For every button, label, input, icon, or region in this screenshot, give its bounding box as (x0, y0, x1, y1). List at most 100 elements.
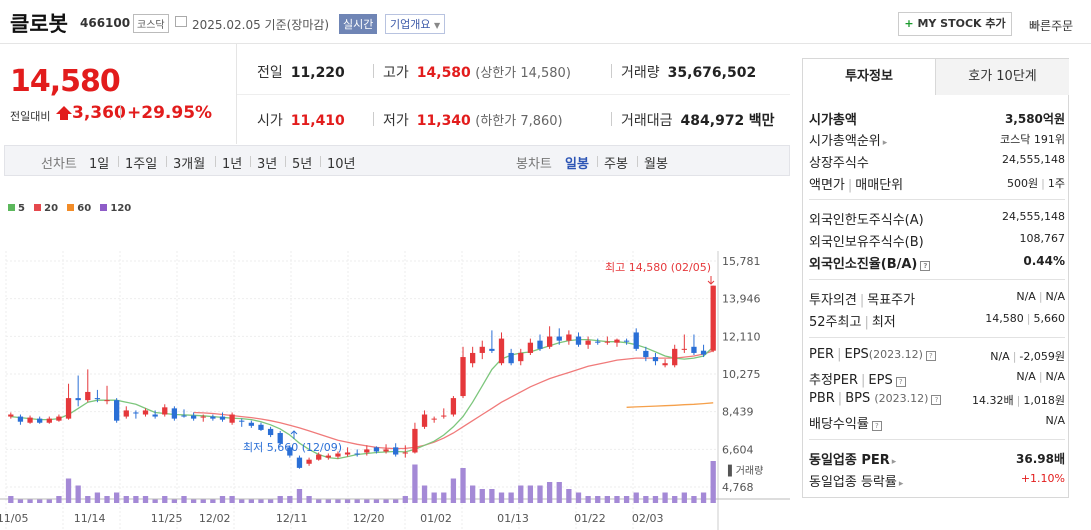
volume-bar (85, 496, 91, 503)
volume-bar (8, 496, 14, 503)
candle (604, 341, 610, 343)
caret-right-icon: ▸ (882, 138, 888, 148)
candle (171, 408, 178, 419)
realtime-button[interactable]: 실시간 (339, 14, 378, 34)
tab-3y[interactable]: 3년 (257, 157, 278, 172)
divider (237, 94, 790, 95)
volume-stat: 거래량 35,676,502 (621, 65, 757, 81)
candle (546, 336, 553, 347)
market-cap-rank-row[interactable]: 시가총액순위 ▸ 코스닥 191위 (809, 133, 1065, 149)
add-my-stock-button[interactable]: + MY STOCK 추가 (898, 12, 1012, 36)
tab-1w[interactable]: 1주일 (125, 157, 158, 172)
legend-ma5: 5 (8, 203, 25, 214)
candle (56, 416, 62, 421)
candle (383, 449, 389, 452)
volume-bar (277, 496, 283, 503)
volume-bar (373, 499, 380, 503)
volume-bar (633, 492, 639, 503)
candle (662, 363, 668, 366)
candle (431, 418, 437, 420)
candle (537, 340, 543, 349)
volume-bar (412, 464, 418, 503)
current-price-box: 14,580 전일대비 3,360 +29.95% (0, 44, 237, 144)
volume-bar (142, 496, 149, 503)
tab-1d[interactable]: 1일 (89, 157, 110, 172)
prev-close-stat: 전일 11,220 (257, 65, 345, 81)
tab-daily[interactable]: 일봉 (565, 157, 589, 172)
candle (114, 400, 120, 421)
price-chart[interactable]: 5 20 60 120 15,781 13,946 12,110 10,275 8,43… (0, 177, 790, 530)
company-overview-dropdown[interactable]: 기업개요 ▼ (385, 14, 446, 34)
volume-bar (219, 496, 226, 503)
chevron-down-icon: ▼ (433, 21, 441, 30)
volume-bar (344, 499, 351, 503)
candle (344, 452, 351, 455)
quote-stats: 전일 11,220 고가 14,580 (상한가 14,580) 거래량 35,676… (237, 44, 790, 144)
tab-invest-info[interactable]: 투자정보 (803, 59, 936, 95)
y-tick-label: 15,781 (722, 255, 761, 268)
legend-ma60: 60 (67, 203, 91, 214)
sector-change-row[interactable]: 동일업종 등락률 ▸ +1.10% (809, 472, 1065, 490)
volume-bar (65, 478, 72, 503)
candle (441, 415, 447, 417)
week52-row: 52주최고 | 최저 14,580 | 5,660 (809, 312, 1065, 330)
candle (450, 398, 457, 415)
chart-legend: 5 20 60 120 (8, 203, 137, 214)
candle (219, 416, 226, 420)
volume-bar (190, 499, 197, 503)
candle (700, 350, 707, 355)
volume-bar (267, 499, 274, 503)
candle (190, 415, 197, 419)
divider (809, 199, 1065, 200)
candle (162, 407, 168, 415)
volume-bar (37, 499, 43, 503)
volume-bar (104, 496, 110, 503)
divider (809, 337, 1065, 338)
x-tick-label: 01/02 (420, 512, 452, 525)
tab-10y[interactable]: 10년 (327, 157, 356, 172)
chart-canvas: 15,781 13,946 12,110 10,275 8,439 6,604 4,768 1… (0, 251, 790, 530)
divider (320, 156, 321, 167)
y-tick-label: 6,604 (722, 443, 754, 456)
volume-bar (94, 492, 101, 503)
tab-orderbook[interactable]: 호가 10단계 (936, 59, 1069, 95)
listed-shares-row: 상장주식수 24,555,148 (809, 153, 1065, 171)
volume-bar (450, 478, 457, 503)
ma20-line (193, 350, 714, 450)
tab-3m[interactable]: 3개월 (173, 157, 206, 172)
tab-5y[interactable]: 5년 (292, 157, 313, 172)
candle (652, 357, 659, 362)
quick-order-link[interactable]: 빠른주문 (1029, 19, 1074, 33)
up-arrow-icon (290, 430, 298, 439)
up-arrow-icon (56, 106, 72, 120)
price-change-percent: +29.95% (127, 103, 213, 123)
invest-info-panel: 투자정보 호가 10단계 시가총액 3,580억원 시가총액순위 ▸ 코스닥 191위… (802, 58, 1069, 498)
stock-header: 클로봇 466100 코스닥 2025.02.05 기준(장마감) 실시간 기업… (0, 0, 1091, 44)
divider (611, 112, 612, 126)
volume-bar (210, 499, 216, 503)
x-tick-label: 02/03 (632, 512, 664, 525)
volume-bar (546, 482, 553, 503)
candle (364, 449, 370, 453)
tab-weekly[interactable]: 주봉 (604, 157, 628, 172)
help-icon: ? (925, 351, 936, 361)
candle (460, 357, 466, 397)
candle (412, 428, 418, 453)
opinion-row: 투자의견 | 목표주가 N/A | N/A (809, 290, 1065, 308)
volume-bar (56, 496, 62, 503)
volume-bar (27, 499, 33, 503)
volume-bar (518, 485, 524, 503)
legend-ma120: 120 (100, 203, 131, 214)
est-per-row: 추정PER | EPS? N/A | N/A (809, 370, 1065, 388)
help-icon: ? (895, 377, 906, 387)
divider (809, 279, 1065, 280)
candle (27, 417, 33, 423)
volume-bar (489, 489, 495, 503)
divider (118, 156, 119, 167)
tab-1y[interactable]: 1년 (222, 157, 243, 172)
foreign-ratio-row: 외국인소진율(B/A)? 0.44% (809, 254, 1065, 272)
candle (614, 339, 620, 343)
tab-monthly[interactable]: 월봉 (644, 157, 668, 172)
y-tick-label: 13,946 (722, 293, 761, 306)
candle (65, 398, 72, 419)
